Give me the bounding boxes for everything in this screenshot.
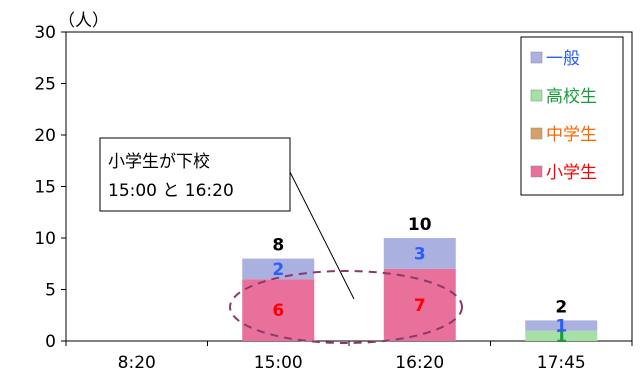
bar-value-label: 1 (555, 327, 567, 347)
y-axis: 0 5 10 15 20 25 30 (34, 23, 66, 352)
annotation-ellipse (229, 270, 463, 344)
y-tick-label: 0 (45, 332, 56, 352)
x-tick-label: 8:20 (118, 353, 156, 373)
bar-value-label: 3 (414, 244, 426, 264)
bar-total-label: 8 (272, 236, 284, 256)
y-tick-label: 20 (34, 126, 56, 146)
annotation-box (99, 137, 291, 212)
bar-value-label: 1 (555, 317, 567, 337)
bar-segment (525, 320, 598, 331)
bar-value-label: 7 (414, 296, 426, 316)
bar-segment (242, 279, 315, 341)
bar-total-label: 10 (408, 215, 432, 235)
legend-label: 中学生 (546, 125, 597, 145)
bar-total-label: 2 (555, 297, 567, 317)
y-tick-label: 10 (34, 229, 56, 249)
y-tick-label: 15 (34, 178, 56, 198)
bar-segment (383, 268, 456, 341)
bar-value-label: 2 (272, 260, 284, 280)
bar-segment (525, 330, 598, 341)
legend-swatch (530, 51, 543, 64)
legend-label: 一般 (546, 49, 580, 69)
bar-segment (242, 258, 315, 280)
y-tick-label: 25 (34, 75, 56, 95)
x-tick-label: 15:00 (254, 353, 303, 373)
bar-segment (383, 238, 456, 269)
annotation-leader-line (289, 171, 355, 300)
y-tick-label: 30 (34, 23, 56, 43)
x-tick-label: 17:45 (537, 353, 586, 373)
bar-value-label: 6 (272, 301, 284, 321)
legend-swatch (530, 165, 543, 178)
annotation: 小学生が下校 15:00 と 16:20 (99, 137, 463, 344)
bars (242, 238, 598, 341)
legend-swatch (530, 89, 543, 102)
y-axis-unit: （人） (58, 11, 109, 31)
legend-label: 小学生 (546, 163, 597, 183)
x-tick-label: 16:20 (395, 353, 444, 373)
annotation-line-2: 15:00 と 16:20 (108, 181, 234, 201)
annotation-line-1: 小学生が下校 (108, 152, 210, 172)
legend-label: 高校生 (546, 87, 597, 107)
legend-swatch (530, 127, 543, 140)
x-axis: 8:20 15:00 16:20 17:45 (65, 341, 633, 373)
y-tick-label: 5 (45, 281, 56, 301)
